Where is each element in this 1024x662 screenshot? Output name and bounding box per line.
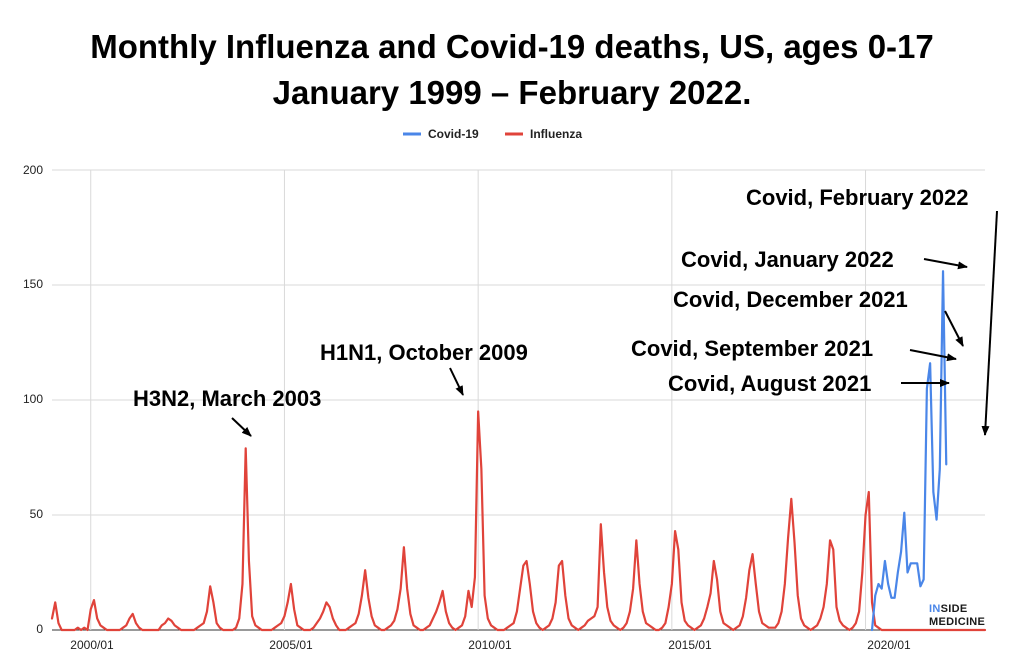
annotation-arrow-covid-sep-2021 [909,349,957,362]
annotation-covid-feb-2022: Covid, February 2022 [746,185,969,210]
x-axis: 2000/01 2005/01 2010/01 2015/01 2020/01 [70,638,911,652]
y-tick-label: 100 [23,392,43,406]
logo-accent: IN [929,603,941,615]
logo-line-1: INSIDE [929,603,967,615]
logo-line-2: MEDICINE [929,616,985,628]
series-line-influenza [50,410,987,632]
x-tick-label: 2020/01 [867,638,911,652]
series-line-covid-19 [870,270,948,632]
y-tick-label: 0 [36,622,43,636]
legend-label-influenza: Influenza [530,127,582,141]
annotation-covid-jan-2022: Covid, January 2022 [681,247,894,272]
legend-label-covid: Covid-19 [428,127,479,141]
annotation-covid-aug-2021: Covid, August 2021 [668,371,871,396]
annotation-h3n2: H3N2, March 2003 [133,386,321,411]
chart-subtitle: January 1999 – February 2022. [273,74,752,111]
x-tick-label: 2000/01 [70,638,114,652]
annotation-arrow-h1n1 [449,367,464,396]
gridlines [52,169,985,631]
annotation-arrow-h3n2 [231,417,252,437]
y-tick-label: 150 [23,277,43,291]
logo-rest: SIDE [941,603,968,615]
annotation-arrow-covid-dec-2021 [944,310,964,347]
y-tick-label: 50 [30,507,44,521]
annotation-covid-sep-2021: Covid, September 2021 [631,336,873,361]
series-layer [50,270,987,632]
inside-medicine-logo: INSIDE MEDICINE [929,603,985,628]
annotation-covid-dec-2021: Covid, December 2021 [673,287,908,312]
x-tick-label: 2005/01 [269,638,313,652]
x-tick-label: 2015/01 [668,638,712,652]
annotation-arrow-covid-jan-2022 [923,258,968,270]
y-tick-label: 200 [23,163,43,177]
annotation-arrow-covid-feb-2022 [981,210,998,436]
annotation-h1n1: H1N1, October 2009 [320,340,528,365]
chart-title: Monthly Influenza and Covid-19 deaths, U… [90,28,934,65]
annotations: H3N2, March 2003 H1N1, October 2009 Covi… [133,185,998,437]
legend: Covid-19 Influenza [403,127,582,141]
x-tick-label: 2010/01 [468,638,512,652]
y-axis: 0 50 100 150 200 [23,163,43,636]
